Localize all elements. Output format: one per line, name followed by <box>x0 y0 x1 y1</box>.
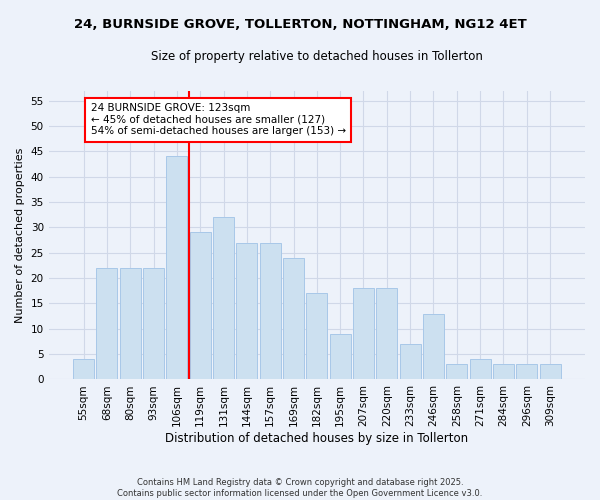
Text: 24, BURNSIDE GROVE, TOLLERTON, NOTTINGHAM, NG12 4ET: 24, BURNSIDE GROVE, TOLLERTON, NOTTINGHA… <box>74 18 526 30</box>
Bar <box>190 232 211 380</box>
Bar <box>307 294 328 380</box>
Bar <box>213 218 234 380</box>
Bar <box>423 314 444 380</box>
X-axis label: Distribution of detached houses by size in Tollerton: Distribution of detached houses by size … <box>165 432 469 445</box>
Bar <box>283 258 304 380</box>
Bar <box>120 268 140 380</box>
Bar <box>376 288 397 380</box>
Bar <box>260 242 281 380</box>
Bar <box>329 334 350 380</box>
Bar <box>470 359 491 380</box>
Bar <box>516 364 537 380</box>
Y-axis label: Number of detached properties: Number of detached properties <box>15 148 25 322</box>
Bar <box>400 344 421 380</box>
Bar <box>143 268 164 380</box>
Bar <box>97 268 118 380</box>
Bar <box>539 364 560 380</box>
Bar <box>446 364 467 380</box>
Bar <box>73 359 94 380</box>
Bar <box>353 288 374 380</box>
Bar <box>493 364 514 380</box>
Text: Contains HM Land Registry data © Crown copyright and database right 2025.
Contai: Contains HM Land Registry data © Crown c… <box>118 478 482 498</box>
Bar <box>236 242 257 380</box>
Title: Size of property relative to detached houses in Tollerton: Size of property relative to detached ho… <box>151 50 483 63</box>
Bar <box>166 156 187 380</box>
Text: 24 BURNSIDE GROVE: 123sqm
← 45% of detached houses are smaller (127)
54% of semi: 24 BURNSIDE GROVE: 123sqm ← 45% of detac… <box>91 103 346 136</box>
